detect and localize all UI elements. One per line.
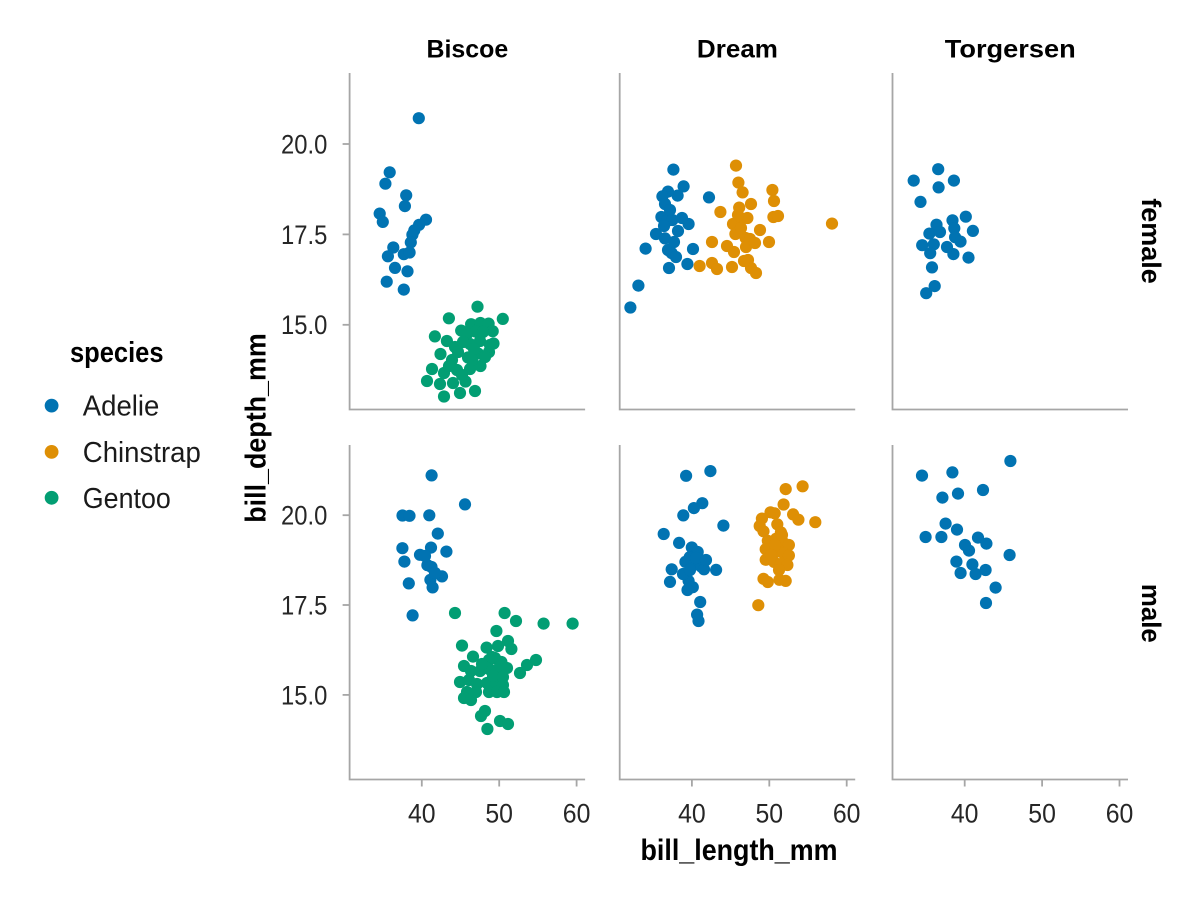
svg-text:15.0: 15.0 — [281, 310, 327, 340]
svg-text:60: 60 — [833, 799, 861, 829]
svg-text:bill_length_mm: bill_length_mm — [641, 834, 838, 867]
svg-text:15.0: 15.0 — [281, 680, 327, 710]
svg-text:17.5: 17.5 — [281, 220, 327, 250]
svg-text:Torgersen: Torgersen — [945, 36, 1076, 64]
svg-text:Biscoe: Biscoe — [427, 36, 509, 64]
svg-text:50: 50 — [485, 799, 513, 829]
svg-text:bill_depth_mm: bill_depth_mm — [241, 333, 273, 523]
svg-text:Chinstrap: Chinstrap — [83, 437, 201, 469]
svg-text:Adelie: Adelie — [83, 391, 160, 423]
svg-text:50: 50 — [756, 799, 784, 829]
svg-text:40: 40 — [951, 799, 979, 829]
svg-text:60: 60 — [1106, 799, 1134, 829]
svg-text:40: 40 — [408, 799, 436, 829]
svg-text:20.0: 20.0 — [281, 129, 327, 159]
svg-text:species: species — [70, 337, 164, 369]
svg-text:Dream: Dream — [697, 36, 778, 64]
svg-text:male: male — [1136, 584, 1166, 643]
svg-text:female: female — [1136, 198, 1166, 284]
svg-text:60: 60 — [563, 799, 591, 829]
svg-text:Gentoo: Gentoo — [83, 483, 171, 515]
svg-text:17.5: 17.5 — [281, 590, 327, 620]
svg-text:20.0: 20.0 — [281, 501, 327, 531]
svg-text:40: 40 — [678, 799, 706, 829]
svg-text:50: 50 — [1028, 799, 1056, 829]
